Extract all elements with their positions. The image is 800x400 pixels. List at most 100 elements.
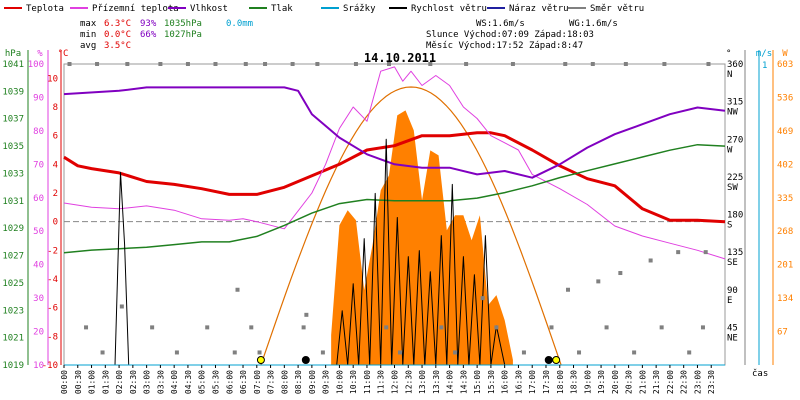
wm2-tick-label: 536: [777, 93, 793, 103]
x-tick-label: 00:30: [74, 370, 83, 394]
wind-direction-point: [590, 62, 595, 66]
x-tick-label: 15:30: [487, 370, 496, 394]
hpa-tick-label: 1021: [2, 334, 24, 344]
dir-tick-deg: 45: [727, 323, 738, 333]
degc-tick-label: 8: [53, 103, 58, 113]
series-prizemni-teplota-line: [63, 66, 726, 260]
stats-max-temp: 6.3°C: [104, 19, 131, 29]
wind-direction-point: [232, 350, 237, 355]
moon-info: Měsíc Východ:17:52 Západ:8:47: [426, 41, 583, 51]
ms-axis-top: 1: [762, 61, 767, 71]
wind-direction-point: [315, 62, 320, 66]
dir-tick-name: N: [727, 70, 732, 80]
x-tick-label: 14:00: [446, 370, 455, 394]
wind-direction-point: [577, 350, 582, 355]
pct-tick-label: 100: [28, 60, 44, 70]
x-tick-label: 04:30: [184, 370, 193, 394]
pct-axis-unit: %: [37, 49, 43, 59]
dir-tick-name: NW: [727, 108, 738, 118]
wind-direction-point: [174, 350, 179, 355]
degc-tick-label: -8: [47, 332, 58, 342]
sunrise-marker: [256, 356, 265, 364]
wind-direction-point: [320, 350, 325, 355]
wind-direction-point: [67, 62, 72, 66]
wind-direction-point: [623, 62, 628, 66]
hpa-tick-label: 1019: [2, 361, 24, 371]
series-tlak-line: [63, 143, 726, 254]
x-tick-label: 18:00: [556, 370, 565, 394]
x-tick-label: 18:30: [570, 370, 579, 394]
wm2-tick-label: 201: [777, 261, 793, 271]
pct-tick-label: 90: [33, 93, 44, 103]
x-tick-label: 02:00: [115, 370, 124, 394]
pct-tick-label: 50: [33, 227, 44, 237]
degc-tick-label: -10: [42, 361, 58, 371]
x-tick-label: 07:00: [253, 370, 262, 394]
chart-title: 14.10.2011: [364, 51, 436, 65]
wind-direction-point: [662, 62, 667, 66]
hpa-tick-label: 1033: [2, 169, 24, 179]
hpa-tick-label: 1041: [2, 60, 24, 70]
hpa-tick-label: 1035: [2, 142, 24, 152]
wind-direction-point: [632, 350, 637, 355]
wind-direction-point: [700, 325, 705, 330]
dir-tick-name: NE: [727, 333, 738, 343]
info-block: WS:1.6m/s WG:1.6m/s Slunce Východ:07:09 …: [426, 19, 618, 51]
hpa-tick-label: 1037: [2, 115, 24, 125]
series-teplota-line: [63, 131, 726, 224]
stats-avg-label: avg: [80, 41, 96, 51]
dir-axis-unit: °: [726, 49, 731, 59]
hpa-axis-unit: hPa: [5, 49, 21, 59]
pct-tick-label: 70: [33, 160, 44, 170]
wind-direction-point: [304, 312, 309, 317]
hpa-tick-label: 1029: [2, 224, 24, 234]
dir-tick-name: E: [727, 296, 732, 306]
wm2-axis-unit: W: [782, 49, 788, 59]
legend-label: Vlhkost: [190, 4, 228, 14]
wind-direction-point: [464, 62, 469, 66]
stats-block: max 6.3°C 93% 1035hPa 0.0mm min 0.0°C 66…: [80, 19, 253, 51]
wm2-tick-label: 268: [777, 227, 793, 237]
dir-tick-deg: 270: [727, 135, 743, 145]
wind-direction-point: [353, 62, 358, 66]
wind-direction-point: [119, 304, 124, 309]
x-tick-label: 11:00: [363, 370, 372, 394]
x-tick-label: 01:00: [88, 370, 97, 394]
dir-tick-deg: 180: [727, 211, 743, 221]
wind-direction-point: [263, 62, 268, 66]
wm2-tick-label: 335: [777, 194, 793, 204]
x-tick-label: 05:30: [211, 370, 220, 394]
wind-direction-point: [158, 62, 163, 66]
wind-direction-point: [84, 325, 89, 330]
dir-tick-deg: 135: [727, 248, 743, 258]
x-tick-label: 05:00: [198, 370, 207, 394]
stats-min-press: 1027hPa: [164, 30, 202, 40]
pct-tick-label: 10: [33, 361, 44, 371]
degc-tick-label: 2: [53, 189, 58, 199]
wind-direction-point: [100, 350, 105, 355]
pct-tick-label: 40: [33, 261, 44, 271]
wind-direction-point: [648, 258, 653, 263]
wind-direction-point: [243, 62, 248, 66]
x-tick-label: 21:00: [638, 370, 647, 394]
wind-direction-point: [706, 62, 711, 66]
degc-tick-label: 4: [53, 160, 58, 170]
x-tick-label: 01:30: [101, 370, 110, 394]
x-tick-label: 11:30: [377, 370, 386, 394]
x-axis: 00:00 00:30 01:00 01:30 02:00 02:30 03:00 03:30…: [60, 365, 716, 394]
wind-direction-point: [566, 287, 571, 292]
stats-max-label: max: [80, 19, 97, 29]
stats-min-temp: 0.0°C: [104, 30, 131, 40]
dir-tick-deg: 360: [727, 60, 743, 70]
wm2-tick-label: 402: [777, 160, 793, 170]
wind-speed-info: WS:1.6m/s: [476, 19, 525, 29]
solar-radiation-area: [260, 86, 562, 366]
dir-tick-deg: 225: [727, 173, 743, 183]
wind-direction-point: [301, 325, 306, 330]
x-tick-label: 10:30: [349, 370, 358, 394]
stats-max-press: 1035hPa: [164, 19, 202, 29]
axes: hPa1041103910371035103310311029102710251…: [2, 49, 793, 371]
degc-tick-label: -2: [47, 246, 58, 256]
wind-direction-point: [687, 350, 692, 355]
